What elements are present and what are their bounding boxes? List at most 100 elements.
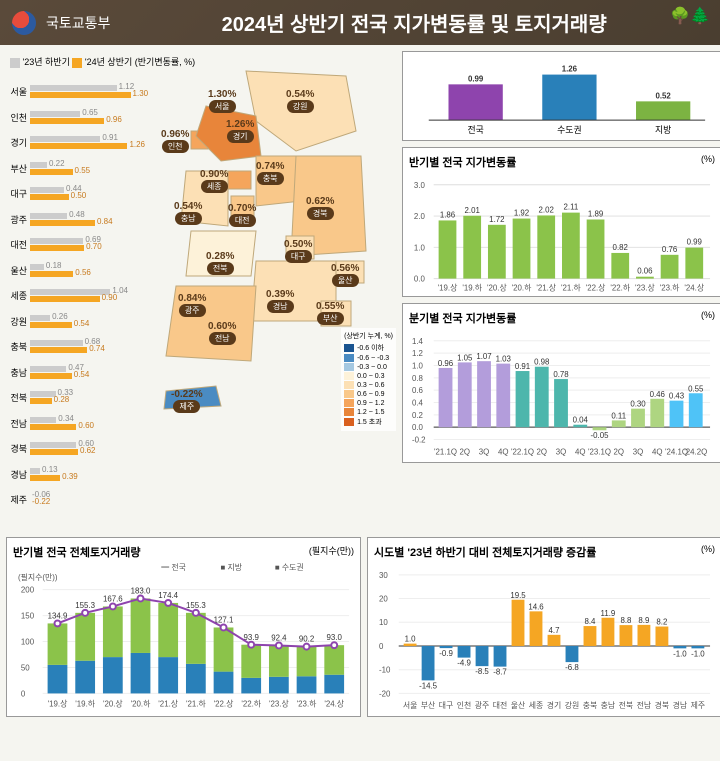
hbar-region-label: 경북	[6, 442, 30, 455]
svg-text:경남: 경남	[673, 700, 688, 710]
svg-text:0.4: 0.4	[412, 398, 424, 407]
svg-text:'23.1Q: '23.1Q	[588, 447, 611, 456]
map-and-hbar-panel: '23년 하반기 '24년 상반기 (반기변동률, %) 서울1.121.30인…	[6, 51, 396, 531]
hbar-row: 광주0.480.84	[6, 207, 146, 233]
svg-text:'22.상: '22.상	[214, 698, 234, 708]
hbar-row: 경북0.600.62	[6, 436, 146, 462]
svg-text:-8.7: -8.7	[493, 668, 507, 677]
svg-text:광주: 광주	[475, 700, 490, 710]
svg-text:1.4: 1.4	[412, 337, 424, 346]
svg-text:0.11: 0.11	[611, 411, 626, 420]
svg-text:2Q: 2Q	[460, 447, 471, 456]
svg-text:0.04: 0.04	[573, 416, 589, 425]
svg-text:'19.하: '19.하	[75, 698, 95, 708]
svg-text:0.99: 0.99	[687, 238, 702, 247]
hbar-region-label: 전남	[6, 417, 30, 430]
svg-text:2Q: 2Q	[613, 447, 624, 456]
svg-text:'24.2Q: '24.2Q	[684, 447, 707, 456]
volume-panel: 반기별 전국 전체토지거래량(필지수(만)) ━ 전국■ 지방■ 수도권(필지수…	[6, 537, 361, 717]
svg-text:'23.상: '23.상	[635, 282, 655, 292]
legend-label-24h1: '24년 상반기	[85, 57, 132, 67]
svg-text:'24.상: '24.상	[684, 282, 704, 292]
hbar-row: 울산0.180.56	[6, 258, 146, 284]
svg-text:1.89: 1.89	[588, 210, 603, 219]
svg-text:14.6: 14.6	[528, 602, 544, 611]
svg-text:세종: 세종	[529, 701, 544, 710]
hbar-row: 부산0.220.55	[6, 156, 146, 182]
svg-text:3Q: 3Q	[479, 447, 490, 456]
svg-text:'21.1Q: '21.1Q	[434, 447, 457, 456]
svg-text:'21.하: '21.하	[186, 698, 206, 708]
svg-text:'20.상: '20.상	[103, 698, 123, 708]
svg-text:10: 10	[379, 618, 388, 627]
tree-decoration: 🌳🌲	[670, 6, 710, 26]
svg-text:4Q: 4Q	[652, 447, 663, 456]
change-rate-chart: -20-1001020301.0서울-14.5부산-0.9대구-4.9인천-8.…	[374, 560, 715, 713]
map-region-label: 0.60%전남	[208, 321, 236, 345]
svg-text:'23.상: '23.상	[269, 698, 289, 708]
svg-text:0.76: 0.76	[662, 245, 678, 254]
svg-text:지방: 지방	[655, 125, 671, 135]
svg-text:8.4: 8.4	[584, 617, 596, 626]
svg-text:'19.상: '19.상	[438, 282, 458, 292]
svg-text:전북: 전북	[619, 700, 634, 710]
hbar-row: 충남0.470.54	[6, 360, 146, 386]
map-region-label: -0.22%제주	[171, 389, 203, 413]
hbar-chart: 서울1.121.30인천0.650.96경기0.911.26부산0.220.55…	[6, 79, 146, 513]
hbar-region-label: 충남	[6, 366, 30, 379]
svg-text:1.72: 1.72	[489, 215, 504, 224]
svg-text:울산: 울산	[511, 700, 526, 710]
map-region-label: 0.62%경북	[306, 196, 334, 220]
svg-text:4Q: 4Q	[575, 447, 586, 456]
gov-logo	[12, 11, 36, 35]
svg-text:'21.하: '21.하	[561, 282, 581, 292]
page-title: 2024년 상반기 전국 지가변동률 및 토지거래량	[120, 8, 708, 37]
svg-text:3Q: 3Q	[633, 447, 644, 456]
svg-text:서울: 서울	[403, 701, 418, 710]
hbar-row: 전북0.330.28	[6, 385, 146, 411]
svg-text:4Q: 4Q	[498, 447, 509, 456]
hbar-row: 충북0.680.74	[6, 334, 146, 360]
half-yearly-panel: 반기별 전국 지가변동률(%) 0.01.02.03.01.86'19.상2.0…	[402, 147, 720, 297]
svg-text:충남: 충남	[601, 701, 616, 710]
svg-text:0.78: 0.78	[553, 370, 569, 379]
hbar-row: 서울1.121.30	[6, 79, 146, 105]
hbar-region-label: 부산	[6, 162, 30, 175]
svg-text:전남: 전남	[637, 700, 652, 710]
map-legend: (상반기 누계, %)-0.6 이하-0.6 ~ -0.3-0.3 ~ 0.00…	[341, 328, 396, 431]
svg-text:150: 150	[21, 612, 35, 621]
svg-text:'22.하: '22.하	[610, 282, 630, 292]
svg-text:200: 200	[21, 586, 35, 595]
hbar-region-label: 인천	[6, 111, 30, 124]
svg-text:2.0: 2.0	[414, 212, 426, 221]
half-yearly-chart: 0.01.02.03.01.86'19.상2.01'19.하1.72'20.상1…	[409, 170, 715, 293]
svg-text:8.9: 8.9	[638, 616, 650, 625]
svg-text:제주: 제주	[691, 701, 706, 710]
summary-3-panel: 0.99전국1.26수도권0.52지방	[402, 51, 720, 141]
legend-chip-23h2	[10, 58, 20, 68]
svg-text:3Q: 3Q	[556, 447, 567, 456]
map-region-label: 0.54%충남	[174, 201, 202, 225]
svg-text:0.0: 0.0	[412, 423, 424, 432]
hbar-region-label: 광주	[6, 213, 30, 226]
hbar-row: 경기0.911.26	[6, 130, 146, 156]
svg-text:1.07: 1.07	[476, 352, 491, 361]
svg-text:0: 0	[379, 642, 384, 651]
svg-text:0.2: 0.2	[412, 411, 423, 420]
map-region-label: 0.28%전북	[206, 251, 234, 275]
svg-text:-10: -10	[379, 666, 391, 675]
svg-text:'24.상: '24.상	[324, 698, 344, 708]
svg-text:1.0: 1.0	[412, 361, 424, 370]
svg-text:0.0: 0.0	[414, 275, 426, 284]
svg-text:1.26: 1.26	[562, 65, 578, 74]
change-rate-title: 시도별 '23년 하반기 대비 전체토지거래량 증감률	[374, 544, 596, 560]
map-region-label: 0.84%광주	[178, 293, 206, 317]
map-region-label: 0.54%강원	[286, 89, 314, 113]
svg-text:'19.하: '19.하	[462, 282, 482, 292]
svg-text:174.4: 174.4	[158, 591, 178, 600]
volume-unit: (필지수(만))	[309, 544, 354, 560]
svg-text:1.86: 1.86	[440, 210, 456, 219]
hbar-region-label: 강원	[6, 315, 30, 328]
svg-text:충북: 충북	[583, 701, 598, 710]
hbar-region-label: 대구	[6, 187, 30, 200]
